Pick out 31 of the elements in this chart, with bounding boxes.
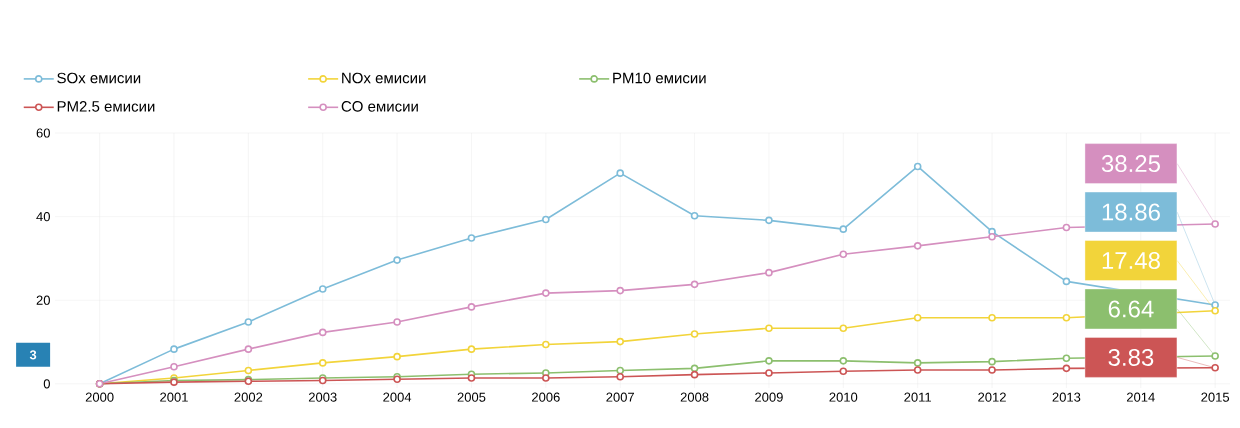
x-tick-label: 2000 <box>85 392 114 402</box>
x-tick-label: 2005 <box>457 392 486 402</box>
x-tick-label: 2001 <box>160 392 188 402</box>
annotation: 6.64 <box>1108 300 1154 318</box>
x-tick-label: 2015 <box>1201 392 1230 402</box>
y-tick-label: 20 <box>36 295 50 305</box>
x-tick-label: 2010 <box>829 392 858 402</box>
x-tick-label: 2004 <box>383 392 412 402</box>
y-tick-label: 0 <box>43 379 50 389</box>
x-tick-label: 2007 <box>606 392 635 402</box>
x-tick-label: 2002 <box>234 392 263 402</box>
x-tick-label: 2006 <box>532 392 560 402</box>
legend-label: SOx емисии <box>57 72 141 84</box>
y-tick-label: 40 <box>36 212 50 222</box>
annotation: 17.48 <box>1102 252 1160 269</box>
y-tick-label: 60 <box>36 128 50 138</box>
x-tick-label: 2013 <box>1052 392 1081 402</box>
x-tick-label: 2014 <box>1126 392 1155 402</box>
text: 3 <box>29 350 37 360</box>
x-tick-label: 2003 <box>308 392 337 402</box>
annotation: 3.83 <box>1108 348 1154 366</box>
x-tick-label: 2011 <box>904 392 932 402</box>
annotation: 18.86 <box>1102 203 1160 221</box>
legend-label: CO емисии <box>341 101 418 112</box>
x-tick-label: 2008 <box>680 392 709 402</box>
legend-label: PM2.5 емисии <box>57 101 155 112</box>
legend-label: NOx емисии <box>342 72 426 84</box>
legend-label: PM10 емисии <box>613 72 706 84</box>
annotation: 38.25 <box>1101 155 1160 173</box>
x-tick-label: 2009 <box>755 392 783 402</box>
x-tick-label: 2012 <box>978 392 1006 402</box>
